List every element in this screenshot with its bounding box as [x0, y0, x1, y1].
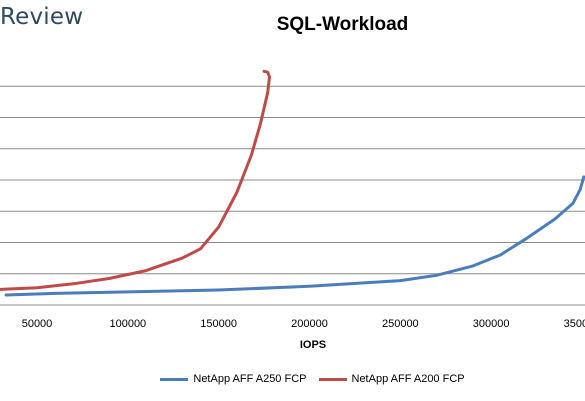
legend-swatch-0: [160, 377, 189, 381]
legend-label-1: NetApp AFF A200 FCP: [351, 373, 465, 385]
x-tick-label-5: 300000: [473, 318, 510, 330]
x-tick-label-0: 50000: [22, 318, 53, 330]
legend-item-1: NetApp AFF A200 FCP: [318, 373, 465, 385]
x-tick-label-3: 200000: [291, 318, 328, 330]
legend-swatch-1: [318, 377, 347, 381]
brand-logo-text: Review: [0, 4, 84, 30]
x-tick-label-6: 350000: [564, 318, 585, 330]
legend: NetApp AFF A250 FCP NetApp AFF A200 FCP: [0, 373, 585, 385]
x-axis-tick-labels: 50000 100000 150000 200000 250000 300000 35000…: [22, 318, 585, 330]
legend-item-0: NetApp AFF A250 FCP: [160, 373, 307, 385]
gridlines: [0, 85, 585, 306]
chart-title: SQL-Workload: [276, 14, 409, 35]
series-lines: [0, 69, 585, 297]
series-line-1: [0, 69, 271, 291]
series-line-0: [4, 175, 585, 297]
x-tick-label-1: 100000: [109, 318, 146, 330]
legend-label-0: NetApp AFF A250 FCP: [193, 373, 307, 385]
x-tick-label-4: 250000: [382, 318, 419, 330]
x-tick-label-2: 150000: [200, 318, 237, 330]
x-axis-title: IOPS: [300, 339, 326, 351]
